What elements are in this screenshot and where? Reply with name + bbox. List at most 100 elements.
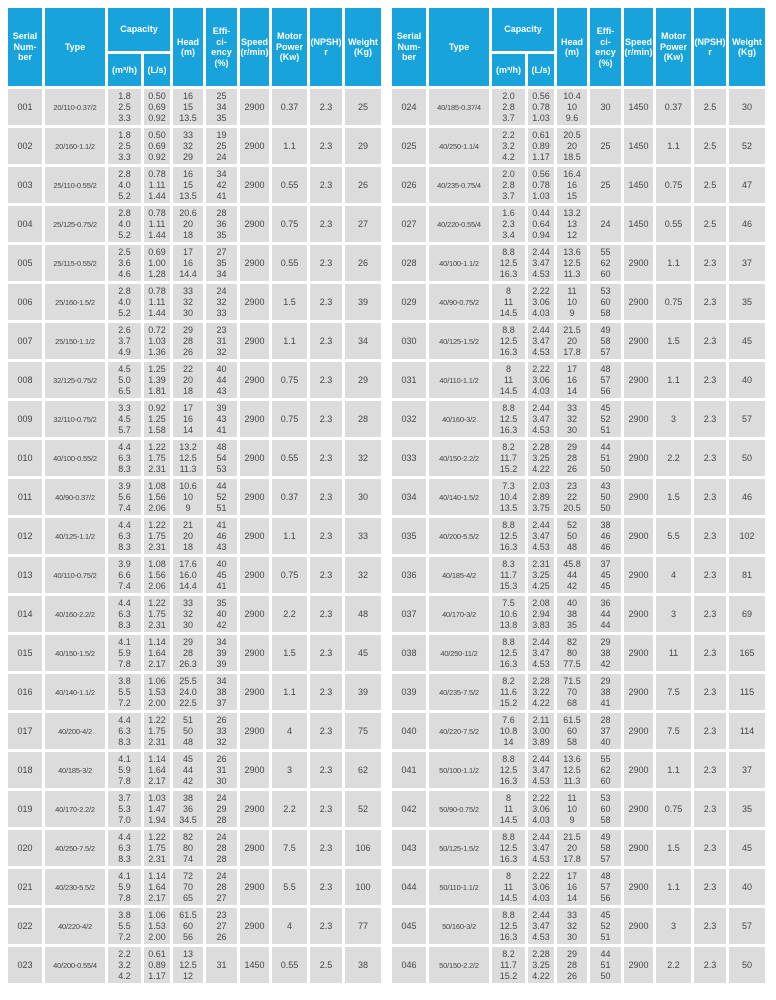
cell-npsh: 2.3 [310, 596, 342, 632]
cell-capacity-ls: 1.25 1.39 1.81 [144, 362, 170, 398]
cell-efficiency: 24 [590, 206, 621, 242]
table-row: 033 40/150-2.2/2 8.2 11.7 15.2 2.28 3.25 4.… [392, 440, 768, 476]
cell-speed: 2900 [624, 947, 653, 983]
cell-capacity-ls: 1.06 1.53 2.00 [144, 908, 170, 944]
cell-serial-number: 038 [392, 635, 426, 671]
cell-type: 32/110-0.75/2 [45, 401, 105, 437]
cell-motor-power: 0.75 [272, 557, 307, 593]
cell-capacity-m3h: 8.8 12.5 16.3 [492, 323, 525, 359]
cell-weight: 81 [729, 557, 765, 593]
table-row: 040 40/220-7.5/2 7.6 10.8 14 2.11 3.00 3.89… [392, 713, 768, 749]
cell-weight: 46 [729, 206, 765, 242]
pump-spec-table-left: Serial Num- ber Type Capacity (m³/h) (L/… [8, 8, 384, 983]
cell-capacity-ls: 0.56 0.78 1.03 [528, 89, 554, 125]
cell-capacity-ls: 2.08 2.94 3.83 [528, 596, 554, 632]
cell-efficiency: 34 42 41 [206, 167, 237, 203]
cell-serial-number: 024 [392, 89, 426, 125]
cell-speed: 2900 [624, 284, 653, 320]
cell-motor-power: 0.37 [656, 89, 691, 125]
cell-serial-number: 035 [392, 518, 426, 554]
cell-serial-number: 022 [8, 908, 42, 944]
cell-npsh: 2.3 [694, 869, 726, 905]
table-row: 046 50/150-2.2/2 8.2 11.7 15.2 2.28 3.25 4.… [392, 947, 768, 983]
cell-serial-number: 021 [8, 869, 42, 905]
cell-capacity-ls: 0.92 1.25 1.58 [144, 401, 170, 437]
cell-capacity-m3h: 8.3 11.7 15.3 [492, 557, 525, 593]
cell-serial-number: 016 [8, 674, 42, 710]
cell-type: 40/170-3/2 [429, 596, 489, 632]
cell-motor-power: 2.2 [656, 440, 691, 476]
cell-capacity-ls: 0.56 0.78 1.03 [528, 167, 554, 203]
cell-head: 13.2 12.5 11.3 [173, 440, 203, 476]
cell-npsh: 2.3 [310, 440, 342, 476]
cell-type: 40/250-1.1/4 [429, 128, 489, 164]
cell-capacity-m3h: 7.3 10.4 13.5 [492, 479, 525, 515]
cell-head: 17.6 16.0 14.4 [173, 557, 203, 593]
cell-capacity-ls: 1.14 1.64 2.17 [144, 635, 170, 671]
col-header-weight: Weight (Kg) [729, 8, 765, 86]
cell-head: 33 32 30 [557, 401, 587, 437]
cell-efficiency: 30 [590, 89, 621, 125]
table-row: 001 20/110-0.37/2 1.8 2.5 3.3 0.50 0.69 0.9… [8, 89, 384, 125]
cell-head: 23 22 20.5 [557, 479, 587, 515]
cell-capacity-ls: 1.22 1.75 2.31 [144, 830, 170, 866]
cell-capacity-m3h: 8.2 11.6 15.2 [492, 674, 525, 710]
cell-speed: 2900 [624, 323, 653, 359]
cell-capacity-ls: 2.22 3.06 4.03 [528, 869, 554, 905]
cell-capacity-m3h: 2.6 3.7 4.9 [108, 323, 141, 359]
col-header-capacity: Capacity [492, 8, 554, 51]
cell-capacity-m3h: 1.6 2.3 3.4 [492, 206, 525, 242]
cell-motor-power: 4 [272, 908, 307, 944]
cell-motor-power: 7.5 [272, 830, 307, 866]
cell-npsh: 2.3 [310, 752, 342, 788]
cell-npsh: 2.3 [310, 908, 342, 944]
col-header-efficiency: Effi- ci-ency (%) [590, 8, 621, 86]
cell-weight: 47 [729, 167, 765, 203]
cell-serial-number: 001 [8, 89, 42, 125]
cell-capacity-ls: 2.03 2.89 3.75 [528, 479, 554, 515]
cell-head: 71.5 70 68 [557, 674, 587, 710]
cell-serial-number: 025 [392, 128, 426, 164]
cell-type: 40/150-2.2/2 [429, 440, 489, 476]
cell-motor-power: 1.5 [656, 479, 691, 515]
cell-weight: 29 [345, 362, 381, 398]
cell-head: 20.5 20 18.5 [557, 128, 587, 164]
col-header-serial-number: Serial Num- ber [8, 8, 42, 86]
cell-speed: 1450 [624, 128, 653, 164]
cell-head: 52 50 48 [557, 518, 587, 554]
cell-serial-number: 023 [8, 947, 42, 983]
table-row: 043 50/125-1.5/2 8.8 12.5 16.3 2.44 3.47 4.… [392, 830, 768, 866]
cell-serial-number: 030 [392, 323, 426, 359]
cell-npsh: 2.3 [310, 479, 342, 515]
cell-npsh: 2.3 [694, 284, 726, 320]
cell-capacity-m3h: 3.3 4.5 5.7 [108, 401, 141, 437]
cell-type: 40/170-2.2/2 [45, 791, 105, 827]
cell-weight: 75 [345, 713, 381, 749]
cell-capacity-m3h: 4.4 6.3 8.3 [108, 440, 141, 476]
cell-weight: 29 [345, 128, 381, 164]
cell-capacity-m3h: 3.9 6.6 7.4 [108, 557, 141, 593]
cell-head: 17 16 14.4 [173, 245, 203, 281]
table-row: 018 40/185-3/2 4.1 5.9 7.8 1.14 1.64 2.17 45… [8, 752, 384, 788]
cell-type: 40/250-11/2 [429, 635, 489, 671]
cell-npsh: 2.3 [310, 401, 342, 437]
cell-capacity-m3h: 2.2 3.2 4.2 [108, 947, 141, 983]
cell-serial-number: 046 [392, 947, 426, 983]
cell-speed: 2900 [240, 713, 269, 749]
cell-speed: 2900 [240, 128, 269, 164]
table-row: 032 40/160-3/2 8.8 12.5 16.3 2.44 3.47 4.53… [392, 401, 768, 437]
cell-speed: 2900 [624, 245, 653, 281]
cell-motor-power: 7.5 [656, 713, 691, 749]
cell-weight: 26 [345, 167, 381, 203]
cell-weight: 35 [729, 284, 765, 320]
cell-speed: 2900 [240, 635, 269, 671]
cell-capacity-m3h: 7.5 10.6 13.8 [492, 596, 525, 632]
cell-head: 45.8 44 42 [557, 557, 587, 593]
cell-speed: 2900 [240, 167, 269, 203]
cell-head: 33 32 30 [557, 908, 587, 944]
cell-npsh: 2.3 [310, 635, 342, 671]
cell-type: 40/235-7.5/2 [429, 674, 489, 710]
cell-efficiency: 40 45 41 [206, 557, 237, 593]
cell-serial-number: 017 [8, 713, 42, 749]
table-row: 020 40/250-7.5/2 4.4 6.3 8.3 1.22 1.75 2.31… [8, 830, 384, 866]
